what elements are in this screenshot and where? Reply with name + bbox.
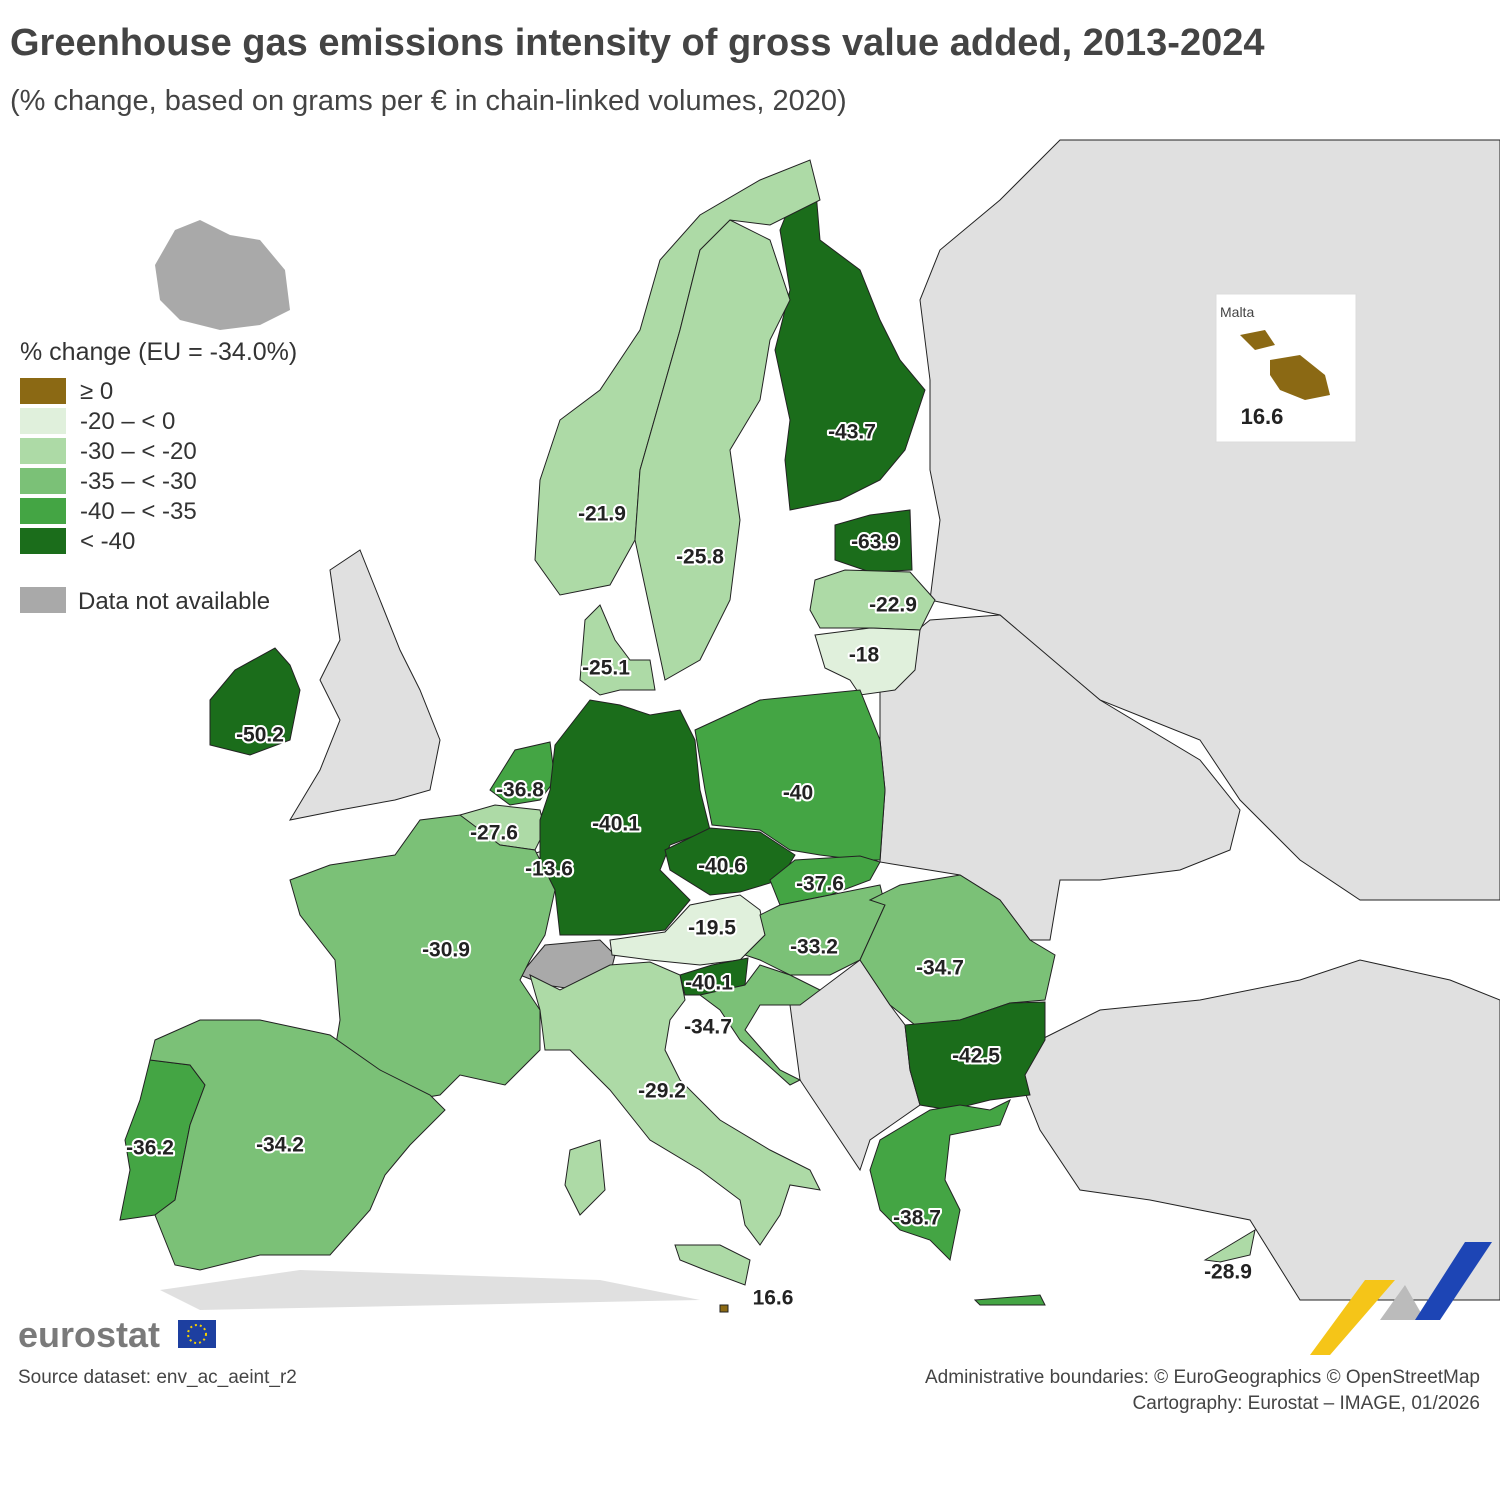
land [288, 549, 441, 821]
eu-stars [187, 1324, 207, 1344]
value-label: -40.6 [698, 855, 746, 878]
legend-label: ≥ 0 [80, 378, 113, 405]
legend-swatch [20, 378, 66, 404]
value-label: -43.7 [828, 421, 876, 444]
value-label: -30.9 [422, 939, 470, 962]
legend-swatch [20, 528, 66, 554]
country [674, 1244, 751, 1286]
country [973, 1294, 1046, 1306]
countries [119, 159, 1256, 1313]
value-label: -29.2 [638, 1080, 686, 1103]
inset-value: 16.6 [1241, 404, 1284, 429]
value-label: -25.8 [676, 546, 724, 569]
value-label: 16.6 [753, 1287, 794, 1310]
country [698, 964, 821, 1086]
value-label: -34.7 [916, 957, 964, 980]
value-label: -40.1 [685, 972, 733, 995]
value-label: -25.1 [582, 657, 630, 680]
subtitle: (% change, based on grams per € in chain… [10, 85, 847, 117]
country [529, 961, 821, 1246]
legend: % change (EU = -34.0%) ≥ 0 -20 – < 0 -30 –… [20, 338, 297, 615]
value-label: -13.6 [525, 858, 573, 881]
logo-shape [1415, 1242, 1492, 1320]
credit: Cartography: Eurostat – IMAGE, 01/2026 [1133, 1393, 1480, 1414]
country [834, 509, 913, 573]
legend-swatch [20, 468, 66, 494]
legend-items: ≥ 0 -20 – < 0 -30 – < -20 -35 – < -30 -40 – … [20, 378, 197, 555]
country [1203, 1228, 1256, 1263]
country [744, 884, 886, 976]
legend-swatch [20, 408, 66, 434]
legend-title: % change (EU = -34.0%) [20, 338, 297, 366]
legend-swatch [20, 587, 66, 613]
inset-island [1270, 355, 1330, 400]
country [209, 647, 301, 756]
country [869, 1098, 1011, 1262]
inset-title: Malta [1220, 304, 1254, 320]
value-label: -42.5 [952, 1045, 1000, 1068]
legend-label: -35 – < -30 [80, 468, 197, 495]
value-label: -28.9 [1204, 1261, 1252, 1284]
country [149, 1019, 446, 1271]
logo-shape [1310, 1280, 1395, 1355]
value-label: -50.2 [236, 724, 284, 747]
value-label: -37.6 [796, 873, 844, 896]
legend-swatch [20, 438, 66, 464]
logo-shape [1380, 1285, 1425, 1320]
country [814, 627, 921, 696]
value-label: -63.9 [851, 531, 899, 554]
country [859, 874, 1056, 1026]
value-labels: -43.7 -63.9 -22.9 -18 -21.9 -25.8 -25.1 -50.2 -3… [124, 419, 1254, 1312]
value-label: -19.5 [688, 917, 736, 940]
legend-label: -30 – < -20 [80, 438, 197, 465]
value-label: -21.9 [578, 503, 626, 526]
credit: Administrative boundaries: © EuroGeograp… [925, 1367, 1480, 1388]
legend-label: < -40 [80, 528, 135, 555]
inset-island [1240, 330, 1275, 350]
legend-swatch [20, 498, 66, 524]
logo-text: eurostat [18, 1314, 160, 1355]
value-label: -34.2 [256, 1134, 304, 1157]
country [534, 159, 821, 596]
country [719, 1304, 729, 1313]
value-label: -22.9 [869, 594, 917, 617]
country [904, 1001, 1046, 1111]
country [774, 179, 926, 511]
value-label: -40.1 [592, 813, 640, 836]
land [160, 1270, 700, 1310]
value-label: -18 [849, 644, 880, 667]
country [564, 1139, 606, 1216]
source: Source dataset: env_ac_aeint_r2 [18, 1367, 297, 1388]
legend-label: -40 – < -35 [80, 498, 197, 525]
legend-label: -20 – < 0 [80, 408, 175, 435]
value-label: -38.7 [893, 1207, 941, 1230]
value-label: -34.7 [684, 1016, 732, 1039]
value-label: -40 [783, 782, 813, 805]
title: Greenhouse gas emissions intensity of gr… [10, 22, 1264, 64]
malta-inset: Malta 16.6 [1215, 293, 1357, 443]
value-label: -33.2 [790, 936, 838, 959]
value-label: -36.8 [496, 779, 544, 802]
country [634, 219, 791, 681]
iceland [155, 220, 290, 330]
eu-flag [178, 1320, 216, 1348]
land [1019, 959, 1500, 1301]
country [579, 604, 656, 696]
legend-label: Data not available [78, 588, 270, 615]
value-label: -36.2 [126, 1137, 174, 1160]
value-label: -27.6 [470, 822, 518, 845]
